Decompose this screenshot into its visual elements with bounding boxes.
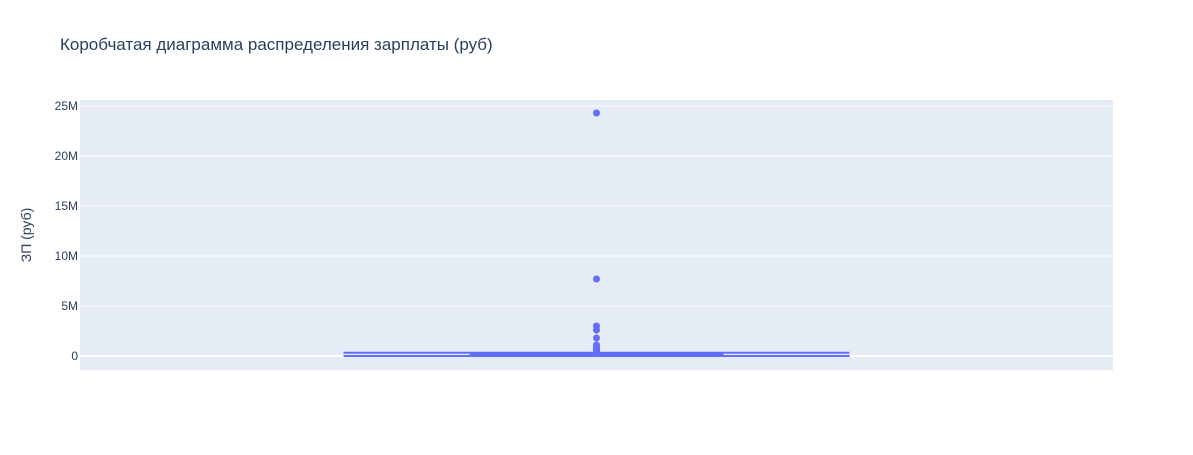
chart-title: Коробчатая диаграмма распределения зарпл…: [60, 35, 493, 54]
y-gridlines: [80, 105, 1113, 357]
outlier-point[interactable]: [593, 348, 600, 356]
y-tick-label: 0: [71, 349, 78, 363]
y-tick-labels: 0 5M 10M 15M 20M 25M: [55, 99, 79, 363]
outlier-point[interactable]: [593, 334, 600, 342]
y-axis-label: ЗП (руб): [18, 208, 34, 263]
y-tick-label: 25M: [55, 99, 78, 113]
y-tick-label: 5M: [61, 299, 78, 313]
y-tick-label: 10M: [55, 249, 78, 263]
outlier-point[interactable]: [593, 109, 600, 117]
y-tick-label: 15M: [55, 199, 78, 213]
box-trace[interactable]: [343, 109, 850, 357]
outlier-point[interactable]: [593, 326, 600, 334]
y-tick-label: 20M: [55, 149, 78, 163]
outlier-point[interactable]: [593, 275, 600, 283]
